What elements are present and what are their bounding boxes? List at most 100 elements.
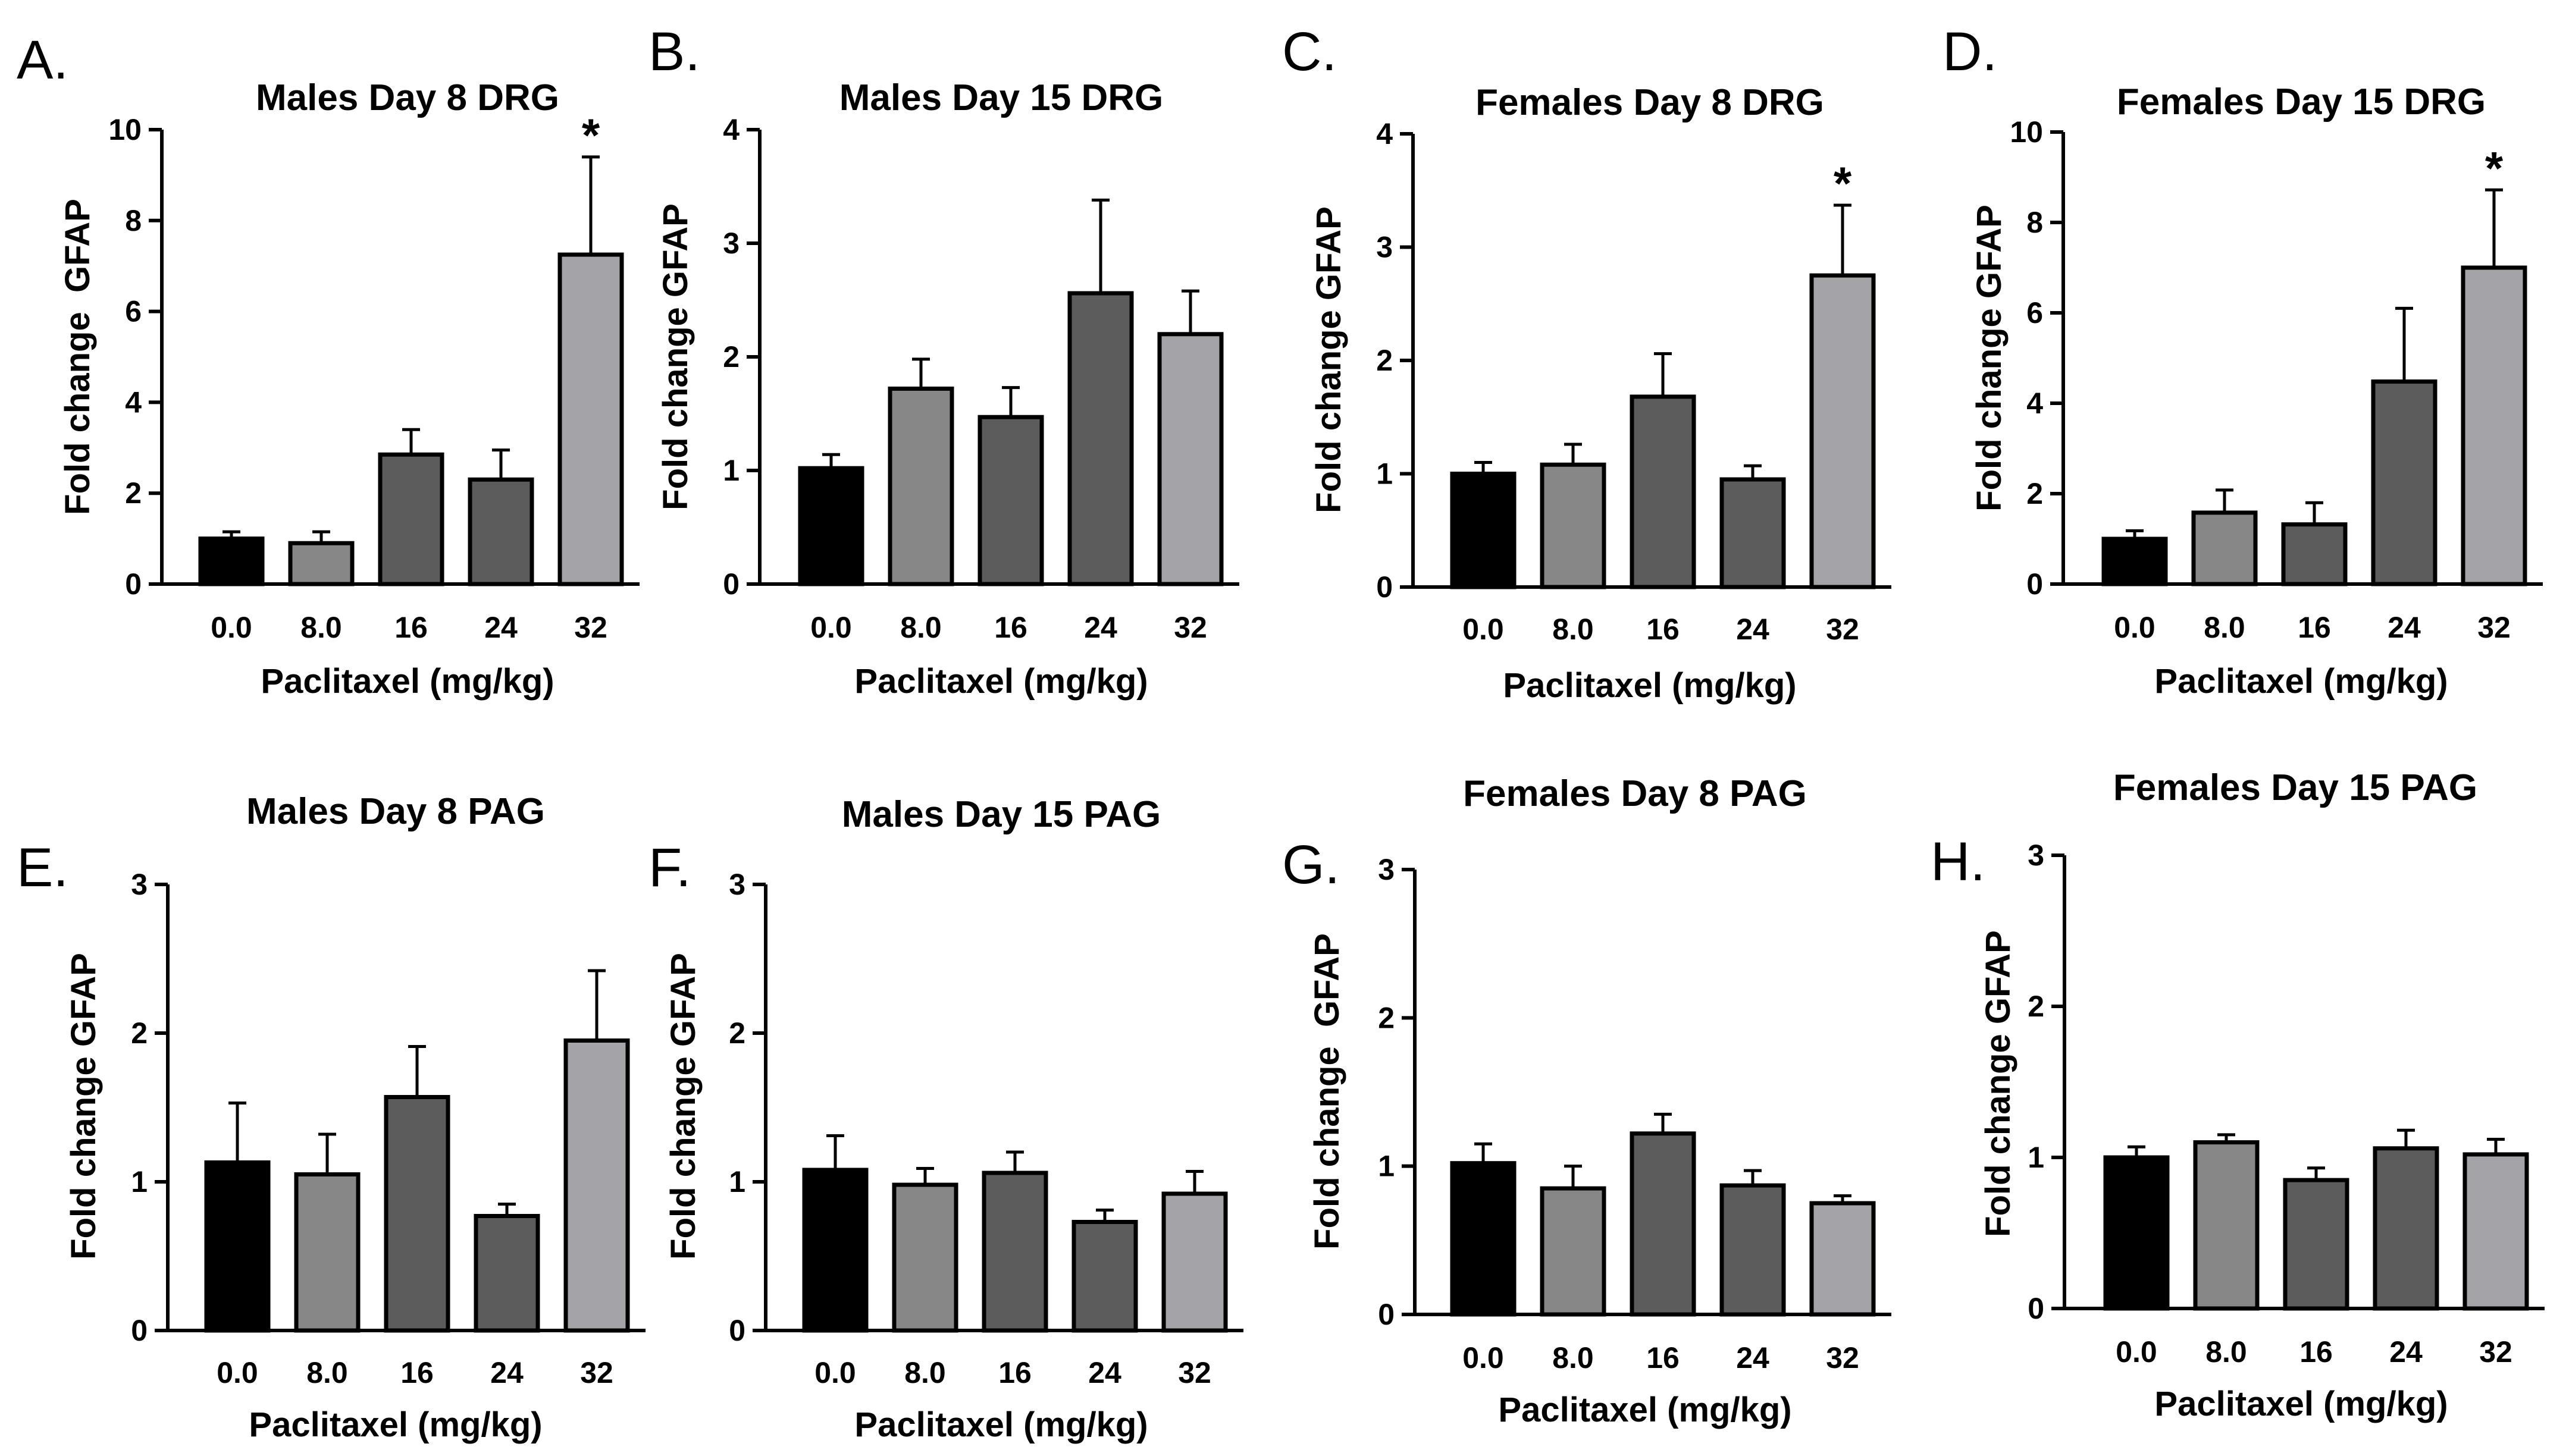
x-tick-label: 32	[1178, 1356, 1211, 1389]
x-tick-label: 8.0	[1552, 613, 1594, 646]
y-tick-label: 0	[2028, 1292, 2044, 1325]
x-tick-label: 32	[1826, 613, 1859, 646]
y-tick-label: 2	[723, 340, 740, 374]
panel-letter: F.	[648, 837, 691, 898]
y-tick-label: 2	[131, 1016, 148, 1050]
y-tick-label: 2	[125, 476, 142, 510]
y-tick-label: 8	[2026, 206, 2043, 239]
y-tick-label: 1	[131, 1165, 148, 1198]
x-axis-label: Paclitaxel (mg/kg)	[261, 662, 554, 701]
y-axis-label: Fold change GFAP	[656, 203, 695, 510]
bar-16	[1630, 394, 1696, 589]
chart-title: Females Day 15 PAG	[2113, 767, 2477, 808]
y-axis-label: Fold change GFAP	[1979, 930, 2017, 1237]
x-axis-label: Paclitaxel (mg/kg)	[1498, 1391, 1791, 1429]
x-axis-label: Paclitaxel (mg/kg)	[1503, 666, 1796, 705]
y-tick-label: 0	[1378, 1298, 1395, 1331]
chart-panel-8: H. Females Day 15 PAG 0.0 8.0 16 24 32 0 1 2 3 Pacl…	[1931, 767, 2545, 1423]
x-tick-label: 16	[1646, 613, 1680, 646]
x-tick-label: 8.0	[2204, 611, 2245, 644]
x-tick-label: 32	[1174, 611, 1207, 644]
panel-letter: C.	[1282, 21, 1337, 82]
x-tick-label: 0.0	[2116, 1335, 2157, 1369]
bar-8.0	[2191, 510, 2258, 586]
x-tick-label: 24	[2389, 1335, 2423, 1369]
bar-0.0	[2103, 1155, 2170, 1311]
bar-8.0	[1540, 1186, 1606, 1317]
x-tick-label: 0.0	[1462, 613, 1504, 646]
y-tick-label: 6	[125, 295, 142, 328]
panel-letter: G.	[1282, 834, 1340, 895]
bar-32	[1157, 332, 1224, 586]
y-tick-label: 1	[2028, 1141, 2044, 1174]
chart-panel-7: G. Females Day 8 PAG 0.0 8.0 16 24 32 0 1 2 3 Pacli…	[1282, 773, 1891, 1429]
x-tick-label: 8.0	[1552, 1341, 1594, 1375]
chart-panel-3: C. Females Day 8 DRG 0.0 8.0 16 24 * 32 0 1 2 3 4 Pac…	[1282, 21, 1891, 705]
y-tick-label: 6	[2026, 296, 2043, 330]
bar-0.0	[198, 536, 265, 586]
y-tick-label: 3	[1376, 231, 1393, 264]
x-axis-label: Paclitaxel (mg/kg)	[249, 1405, 542, 1444]
bar-0.0	[1450, 1161, 1517, 1317]
bar-0.0	[1450, 472, 1517, 589]
y-tick-label: 2	[1378, 1001, 1395, 1034]
x-tick-label: 16	[998, 1356, 1032, 1389]
x-tick-label: 24	[484, 611, 518, 644]
x-axis-label: Paclitaxel (mg/kg)	[2154, 662, 2448, 701]
bar-0.0	[2101, 536, 2168, 586]
bar-16	[1630, 1131, 1696, 1317]
bar-32	[557, 252, 624, 586]
chart-title: Males Day 15 DRG	[839, 77, 1163, 118]
x-tick-label: 0.0	[814, 1356, 856, 1389]
x-tick-label: 16	[400, 1356, 434, 1389]
y-tick-label: 3	[723, 227, 740, 260]
x-tick-label: 32	[2477, 611, 2511, 644]
x-tick-label: 0.0	[810, 611, 852, 644]
panel-letter: D.	[1942, 21, 1997, 82]
chart-title: Females Day 8 PAG	[1463, 773, 1807, 814]
x-tick-label: 8.0	[904, 1356, 946, 1389]
y-tick-label: 8	[125, 204, 142, 237]
y-tick-label: 2	[2028, 990, 2044, 1023]
bar-0.0	[204, 1160, 271, 1333]
y-tick-label: 1	[1378, 1150, 1395, 1183]
y-tick-label: 4	[723, 113, 740, 146]
x-tick-label: 0.0	[1462, 1341, 1504, 1375]
x-axis-label: Paclitaxel (mg/kg)	[854, 1405, 1148, 1444]
x-tick-label: 16	[2299, 1335, 2333, 1369]
y-tick-label: 10	[2010, 115, 2043, 149]
bar-32	[1809, 1201, 1876, 1317]
y-tick-label: 1	[723, 454, 740, 487]
bar-24	[2373, 1146, 2439, 1311]
y-tick-label: 3	[729, 868, 745, 901]
panel-letter: E.	[17, 837, 68, 898]
bar-24	[1719, 1183, 1786, 1317]
x-tick-label: 32	[580, 1356, 613, 1389]
y-tick-label: 0	[1376, 570, 1393, 604]
y-tick-label: 0	[723, 567, 740, 601]
y-axis-label: Fold change GFAP	[58, 199, 97, 515]
x-tick-label: 8.0	[900, 611, 942, 644]
bar-8.0	[2193, 1140, 2260, 1311]
significance-marker: *	[2485, 142, 2504, 194]
chart-panel-2: B. Males Day 15 DRG 0.0 8.0 16 24 32 0 1 2 3 4 Pacli…	[648, 21, 1239, 701]
bar-24	[1067, 291, 1134, 586]
bar-16	[384, 1095, 450, 1333]
bar-16	[977, 415, 1044, 586]
bar-8.0	[294, 1172, 361, 1333]
x-tick-label: 32	[574, 611, 607, 644]
y-axis-label: Fold change GFAP	[1308, 933, 1346, 1250]
bar-16	[2283, 1178, 2349, 1311]
y-tick-label: 0	[729, 1314, 745, 1347]
x-tick-label: 24	[1088, 1356, 1121, 1389]
bar-32	[2461, 265, 2527, 586]
y-tick-label: 2	[729, 1016, 745, 1050]
y-tick-label: 4	[1376, 117, 1393, 150]
significance-marker: *	[582, 109, 600, 161]
x-tick-label: 24	[2388, 611, 2421, 644]
y-tick-label: 4	[125, 385, 142, 419]
y-tick-label: 2	[1376, 344, 1393, 377]
x-tick-label: 32	[1826, 1341, 1859, 1375]
